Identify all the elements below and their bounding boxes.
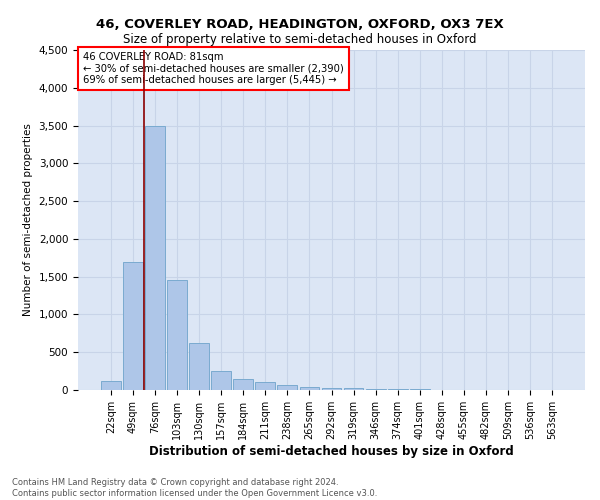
Bar: [344, 388, 364, 390]
Text: 46, COVERLEY ROAD, HEADINGTON, OXFORD, OX3 7EX: 46, COVERLEY ROAD, HEADINGTON, OXFORD, O…: [96, 18, 504, 30]
Y-axis label: Number of semi-detached properties: Number of semi-detached properties: [23, 124, 33, 316]
Bar: [388, 389, 407, 390]
Bar: [123, 262, 143, 390]
Bar: [365, 389, 386, 390]
Text: 46 COVERLEY ROAD: 81sqm
← 30% of semi-detached houses are smaller (2,390)
69% of: 46 COVERLEY ROAD: 81sqm ← 30% of semi-de…: [83, 52, 344, 85]
Text: Contains HM Land Registry data © Crown copyright and database right 2024.
Contai: Contains HM Land Registry data © Crown c…: [12, 478, 377, 498]
Bar: [277, 385, 298, 390]
Bar: [167, 280, 187, 390]
Bar: [256, 382, 275, 390]
X-axis label: Distribution of semi-detached houses by size in Oxford: Distribution of semi-detached houses by …: [149, 444, 514, 458]
Bar: [211, 371, 231, 390]
Text: Size of property relative to semi-detached houses in Oxford: Size of property relative to semi-detach…: [123, 32, 477, 46]
Bar: [322, 388, 341, 390]
Bar: [189, 343, 209, 390]
Bar: [101, 381, 121, 390]
Bar: [233, 378, 253, 390]
Bar: [145, 126, 165, 390]
Bar: [299, 386, 319, 390]
